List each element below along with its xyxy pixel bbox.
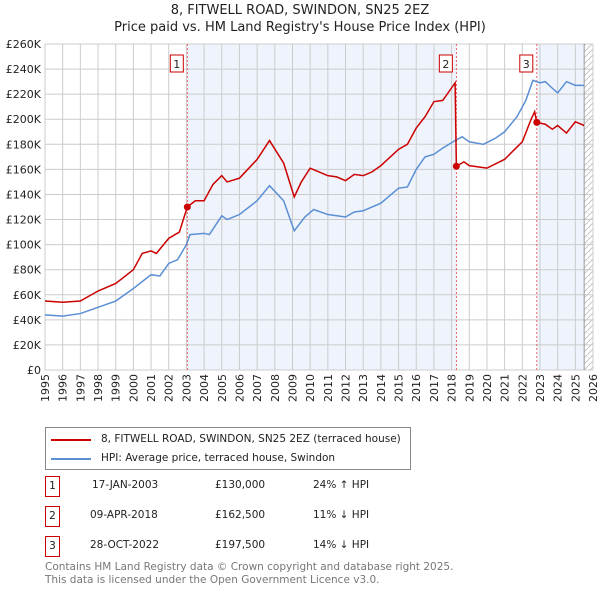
x-tick-label: 2015 <box>393 374 406 402</box>
x-tick-label: 2010 <box>304 374 317 402</box>
x-tick-label: 1995 <box>39 374 52 402</box>
x-tick-label: 2007 <box>251 374 264 402</box>
y-tick-label: £220K <box>6 88 42 101</box>
y-tick-label: £60K <box>13 289 42 302</box>
chart-subtitle: Price paid vs. HM Land Registry's House … <box>114 20 486 35</box>
sale-price: £197,500 <box>215 539 266 551</box>
x-tick-label: 2026 <box>587 374 600 402</box>
x-tick-label: 2000 <box>127 374 140 402</box>
sale-number: 2 <box>45 506 60 527</box>
y-tick-label: £80K <box>13 264 42 277</box>
future-hatch <box>584 44 593 370</box>
legend-label: 8, FITWELL ROAD, SWINDON, SN25 2EZ (terr… <box>101 433 401 445</box>
ownership-shade <box>187 44 457 370</box>
footer: Contains HM Land Registry data © Crown c… <box>45 561 453 587</box>
sale-number: 3 <box>45 536 60 557</box>
x-tick-label: 1998 <box>92 374 105 402</box>
y-tick-label: £140K <box>6 188 42 201</box>
sale-label: 2 <box>442 58 449 71</box>
price-line <box>44 80 585 304</box>
y-tick-label: £120K <box>6 214 42 227</box>
sale-price: £162,500 <box>215 509 266 521</box>
x-tick-label: 2021 <box>499 374 512 402</box>
sale-date: 28-OCT-2022 <box>90 539 159 551</box>
x-tick-label: 2018 <box>446 374 459 402</box>
legend-item-price: 8, FITWELL ROAD, SWINDON, SN25 2EZ (terr… <box>51 433 401 446</box>
x-tick-label: 1996 <box>57 374 70 402</box>
x-tick-label: 2024 <box>552 374 565 402</box>
sale-label-box <box>438 54 453 73</box>
sale-row: 2 09-APR-2018 £162,500 11% ↓ HPI <box>45 506 445 527</box>
sale-number: 1 <box>45 476 60 497</box>
legend-item-hpi: HPI: Average price, terraced house, Swin… <box>51 452 335 465</box>
sale-point <box>533 118 541 126</box>
sale-label-box <box>519 54 534 73</box>
y-tick-label: £180K <box>6 138 42 151</box>
legend-swatch <box>51 438 91 441</box>
y-tick-label: £100K <box>6 239 42 252</box>
x-tick-label: 2001 <box>145 374 158 402</box>
x-tick-label: 2013 <box>357 374 370 402</box>
x-tick-label: 2025 <box>569 374 582 402</box>
x-tick-label: 2014 <box>375 374 388 402</box>
sale-hpi-diff: 24% ↑ HPI <box>313 479 370 491</box>
x-tick-label: 2002 <box>163 374 176 402</box>
x-tick-label: 2006 <box>233 374 246 402</box>
sale-date: 17-JAN-2003 <box>92 479 159 491</box>
sale-date: 09-APR-2018 <box>90 509 158 521</box>
x-tick-label: 2011 <box>322 374 335 402</box>
sale-hpi-diff: 14% ↓ HPI <box>313 539 370 551</box>
x-tick-label: 2022 <box>516 374 529 402</box>
sale-hpi-diff: 11% ↓ HPI <box>313 509 370 521</box>
y-tick-label: £200K <box>6 113 42 126</box>
x-tick-label: 2016 <box>410 374 423 402</box>
ownership-shade <box>536 44 585 370</box>
sale-label: 3 <box>523 58 530 71</box>
y-tick-label: £0 <box>27 364 41 377</box>
sale-label: 1 <box>173 58 180 71</box>
x-tick-label: 1999 <box>110 374 123 402</box>
x-tick-label: 1997 <box>74 374 87 402</box>
sale-point <box>452 162 460 170</box>
y-tick-label: £20K <box>13 339 42 352</box>
footer-line: This data is licensed under the Open Gov… <box>45 574 380 586</box>
x-tick-label: 2004 <box>198 374 211 402</box>
chart-title: 8, FITWELL ROAD, SWINDON, SN25 2EZ <box>170 3 430 18</box>
y-tick-label: £260K <box>6 38 42 51</box>
footer-line: Contains HM Land Registry data © Crown c… <box>45 561 454 573</box>
x-tick-label: 2009 <box>286 374 299 402</box>
x-tick-label: 2020 <box>481 374 494 402</box>
x-tick-label: 2019 <box>463 374 476 402</box>
legend-label: HPI: Average price, terraced house, Swin… <box>101 452 336 464</box>
x-tick-label: 2003 <box>180 374 193 402</box>
sale-price: £130,000 <box>215 479 266 491</box>
sale-point <box>183 203 191 211</box>
sale-label-box <box>169 54 184 73</box>
y-tick-label: £40K <box>13 314 42 327</box>
legend: 8, FITWELL ROAD, SWINDON, SN25 2EZ (terr… <box>45 427 411 470</box>
x-tick-label: 2008 <box>269 374 282 402</box>
x-tick-label: 2017 <box>428 374 441 402</box>
legend-swatch <box>51 457 91 460</box>
plot-area: 1995 1996 1997 1998 1999 2000 2001 2002 2003 2004… <box>6 38 600 402</box>
y-tick-label: £160K <box>6 163 42 176</box>
sale-row: 1 17-JAN-2003 £130,000 24% ↑ HPI <box>45 476 445 497</box>
x-tick-label: 2023 <box>534 374 547 402</box>
sale-row: 3 28-OCT-2022 £197,500 14% ↓ HPI <box>45 536 445 557</box>
x-tick-label: 2012 <box>340 374 353 402</box>
x-tick-label: 2005 <box>216 374 229 402</box>
y-tick-label: £240K <box>6 63 42 76</box>
hpi-line <box>44 79 585 317</box>
